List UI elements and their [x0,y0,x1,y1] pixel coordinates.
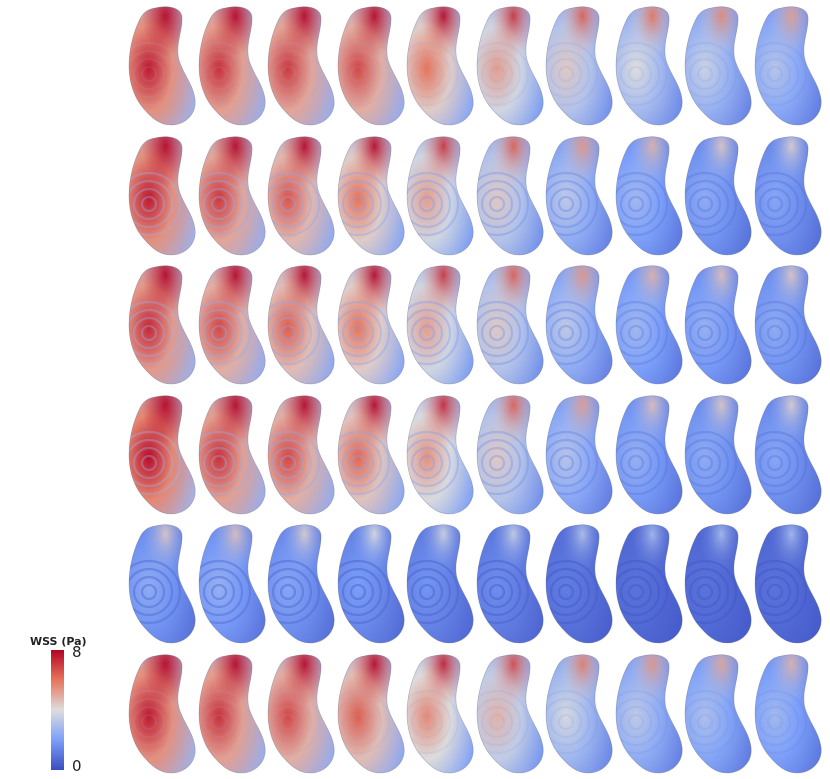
aneurysm-render-r1-c5 [405,4,477,129]
aneurysm-render-r5-c2 [197,522,269,647]
aneurysm-render-r6-c2 [197,652,269,777]
aneurysm-render-r4-c1 [127,393,199,518]
aneurysm-render-r1-c3 [266,4,338,129]
aneurysm-render-r1-c2 [197,4,269,129]
aneurysm-render-r3-c9 [683,263,755,388]
aneurysm-render-r1-c1 [127,4,199,129]
aneurysm-render-r3-c4 [336,263,408,388]
aneurysm-render-r3-c3 [266,263,338,388]
aneurysm-render-r2-c9 [683,134,755,259]
aneurysm-render-r4-c3 [266,393,338,518]
aneurysm-render-r5-c9 [683,522,755,647]
aneurysm-render-r6-c3 [266,652,338,777]
colorbar-min-label: 0 [72,757,82,775]
aneurysm-render-r2-c5 [405,134,477,259]
colorbar-max-label: 8 [72,643,82,661]
aneurysm-render-r6-c4 [336,652,408,777]
aneurysm-render-r3-c8 [614,263,686,388]
aneurysm-render-r3-c2 [197,263,269,388]
aneurysm-render-r5-c6 [475,522,547,647]
aneurysm-render-r3-c7 [544,263,616,388]
aneurysm-render-r1-c10 [753,4,825,129]
aneurysm-render-r2-c7 [544,134,616,259]
aneurysm-render-r2-c2 [197,134,269,259]
aneurysm-render-r3-c6 [475,263,547,388]
aneurysm-render-r4-c4 [336,393,408,518]
aneurysm-render-r5-c7 [544,522,616,647]
aneurysm-render-r6-c1 [127,652,199,777]
aneurysm-render-r2-c6 [475,134,547,259]
aneurysm-render-r1-c7 [544,4,616,129]
aneurysm-render-r5-c5 [405,522,477,647]
aneurysm-render-r2-c1 [127,134,199,259]
aneurysm-render-r1-c6 [475,4,547,129]
colorbar-title: WSS (Pa) [30,635,87,648]
aneurysm-render-r5-c10 [753,522,825,647]
aneurysm-render-r4-c2 [197,393,269,518]
aneurysm-render-r4-c5 [405,393,477,518]
aneurysm-render-r4-c6 [475,393,547,518]
aneurysm-render-r6-c7 [544,652,616,777]
aneurysm-render-r4-c8 [614,393,686,518]
aneurysm-render-r3-c1 [127,263,199,388]
aneurysm-render-r1-c8 [614,4,686,129]
colorbar-legend: WSS (Pa) 8 0 [30,635,110,775]
aneurysm-render-r6-c9 [683,652,755,777]
aneurysm-render-r4-c7 [544,393,616,518]
aneurysm-render-r6-c5 [405,652,477,777]
aneurysm-render-r2-c4 [336,134,408,259]
aneurysm-render-r5-c3 [266,522,338,647]
aneurysm-render-r5-c4 [336,522,408,647]
aneurysm-render-r3-c10 [753,263,825,388]
aneurysm-render-r6-c6 [475,652,547,777]
aneurysm-render-r4-c10 [753,393,825,518]
aneurysm-render-r3-c5 [405,263,477,388]
aneurysm-render-r6-c8 [614,652,686,777]
aneurysm-render-r1-c4 [336,4,408,129]
aneurysm-render-r2-c8 [614,134,686,259]
aneurysm-render-r5-c8 [614,522,686,647]
colorbar-gradient [51,650,64,770]
aneurysm-render-r2-c3 [266,134,338,259]
aneurysm-render-r1-c9 [683,4,755,129]
aneurysm-render-r5-c1 [127,522,199,647]
aneurysm-render-r4-c9 [683,393,755,518]
aneurysm-render-r2-c10 [753,134,825,259]
aneurysm-render-r6-c10 [753,652,825,777]
